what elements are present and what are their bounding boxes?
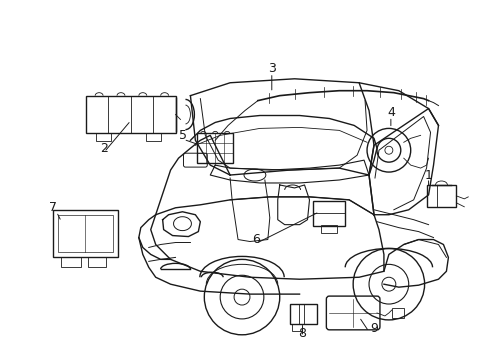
Text: 6: 6 [251,233,259,246]
Bar [88,257,106,267]
Bar [53,210,118,257]
Bar [59,215,113,252]
Text: 2: 2 [100,142,108,155]
Bar [291,324,301,331]
Bar [197,133,233,163]
Bar [86,96,175,133]
Text: 9: 9 [369,322,377,336]
Text: 8: 8 [298,327,306,340]
Bar [391,308,403,318]
Text: 7: 7 [49,201,58,214]
Bar [289,304,317,324]
Bar [321,225,337,233]
Text: 3: 3 [267,62,275,75]
Text: 1: 1 [424,168,431,181]
Text: 4: 4 [386,106,394,119]
Bar [61,257,81,267]
Bar [145,133,161,141]
Text: 5: 5 [179,129,187,142]
Bar [426,185,455,207]
Bar [96,133,111,141]
Bar [313,201,345,226]
